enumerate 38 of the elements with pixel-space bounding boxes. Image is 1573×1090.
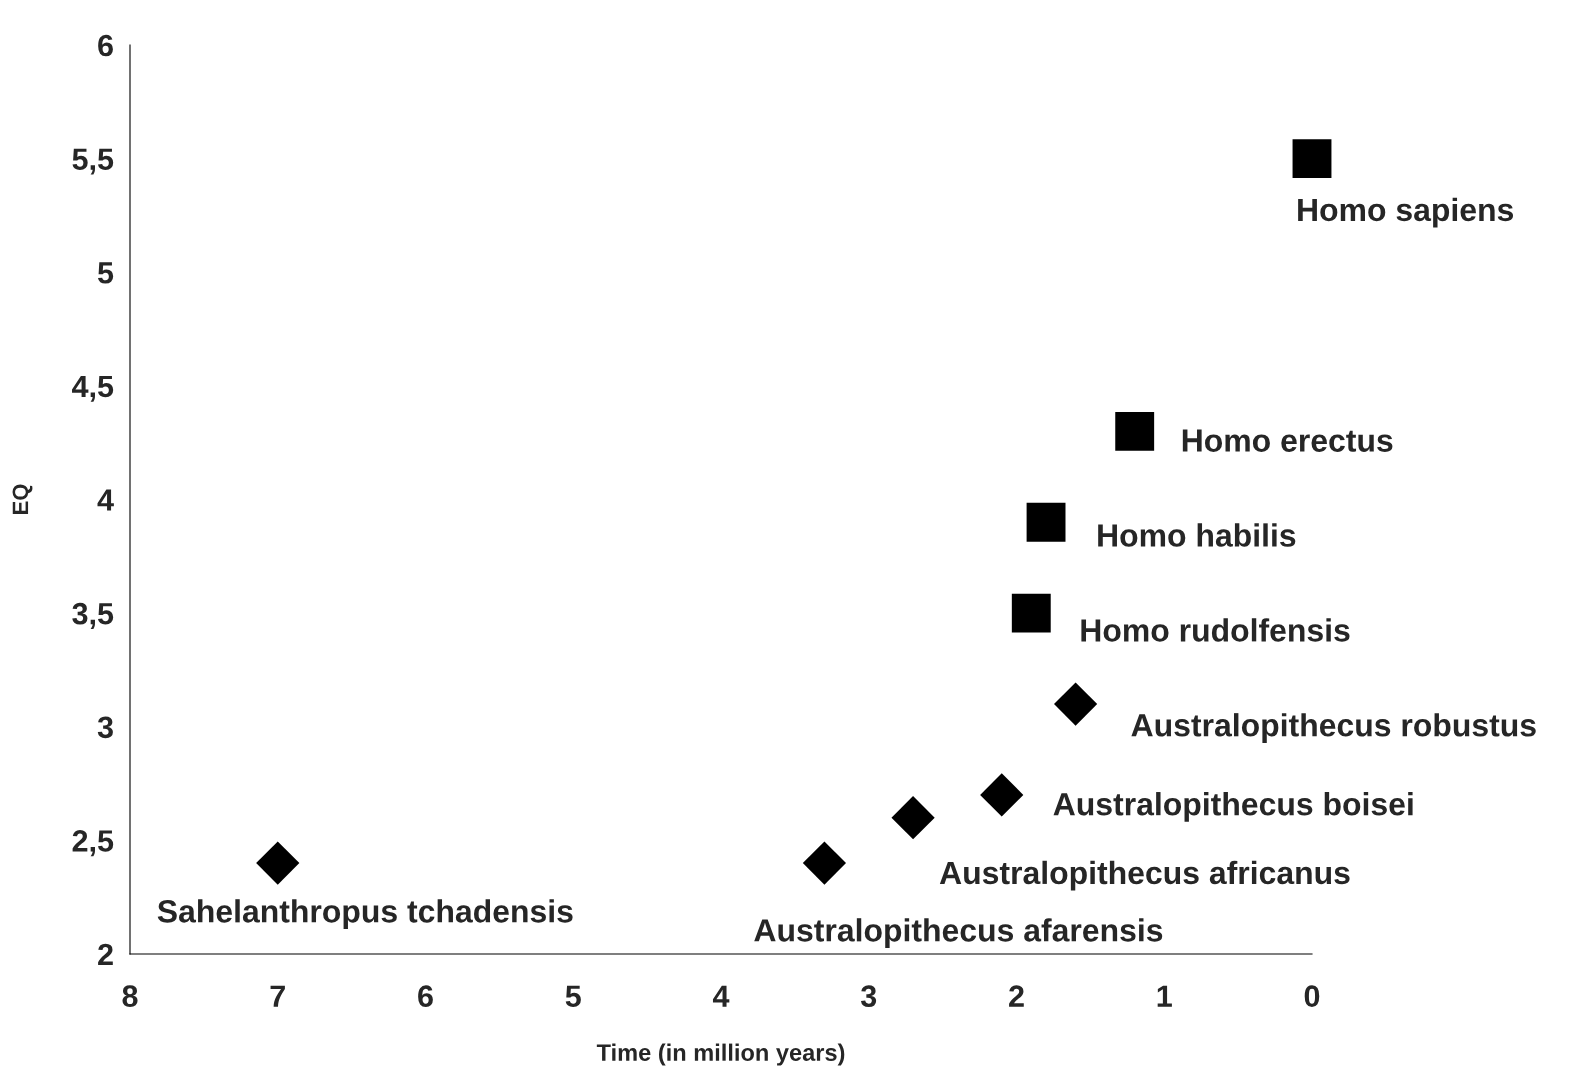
point — [256, 841, 300, 885]
annotation: Sahelanthropus tchadensis — [157, 899, 573, 929]
point — [1011, 593, 1051, 633]
x-tick-label: 3 — [860, 985, 877, 1008]
x-tick-label: 0 — [1304, 985, 1320, 1007]
x-tick-label: 4 — [712, 985, 730, 1007]
y-tick-label: 3,5 — [72, 602, 114, 629]
y-tick-label: 4 — [97, 489, 114, 511]
x-axis-title: Time (in million years) — [596, 1043, 845, 1066]
x-tick-label: 8 — [122, 985, 138, 1007]
y-tick-label: 4,5 — [72, 375, 114, 402]
point — [980, 773, 1024, 817]
x-tick-label: 7 — [270, 985, 285, 1007]
y-axis-title: EQ — [12, 484, 33, 515]
annotation: Homo rudolfensis — [1081, 618, 1350, 642]
point — [1026, 502, 1066, 542]
annotation: Homo sapiens — [1298, 197, 1514, 228]
y-tick-label: 2,5 — [72, 830, 114, 857]
annotation: Australopithecus afarensis — [754, 918, 1163, 948]
y-tick-label: 5 — [97, 262, 114, 284]
x-tick-label: 1 — [1157, 985, 1172, 1007]
x-tick-label: 5 — [565, 985, 581, 1007]
point — [891, 796, 935, 840]
annotation: Homo erectus — [1182, 429, 1393, 452]
y-tick-label: 3 — [97, 716, 113, 739]
point — [1053, 682, 1098, 726]
x-tick-label: 6 — [418, 985, 433, 1007]
y-tick-label: 6 — [98, 34, 113, 57]
point — [1292, 139, 1332, 179]
x-tick-label: 2 — [1009, 985, 1024, 1007]
annotation: Australopithecus africanus — [939, 860, 1350, 891]
y-tick-label: 5,5 — [72, 148, 114, 175]
point — [1115, 411, 1155, 451]
annotation: Australopithecus boisei — [1053, 792, 1413, 822]
annotation: Homo habilis — [1098, 523, 1296, 547]
annotation: Australopithecus robustus — [1131, 713, 1536, 743]
point — [802, 841, 847, 885]
y-tick-label: 2 — [98, 943, 113, 966]
